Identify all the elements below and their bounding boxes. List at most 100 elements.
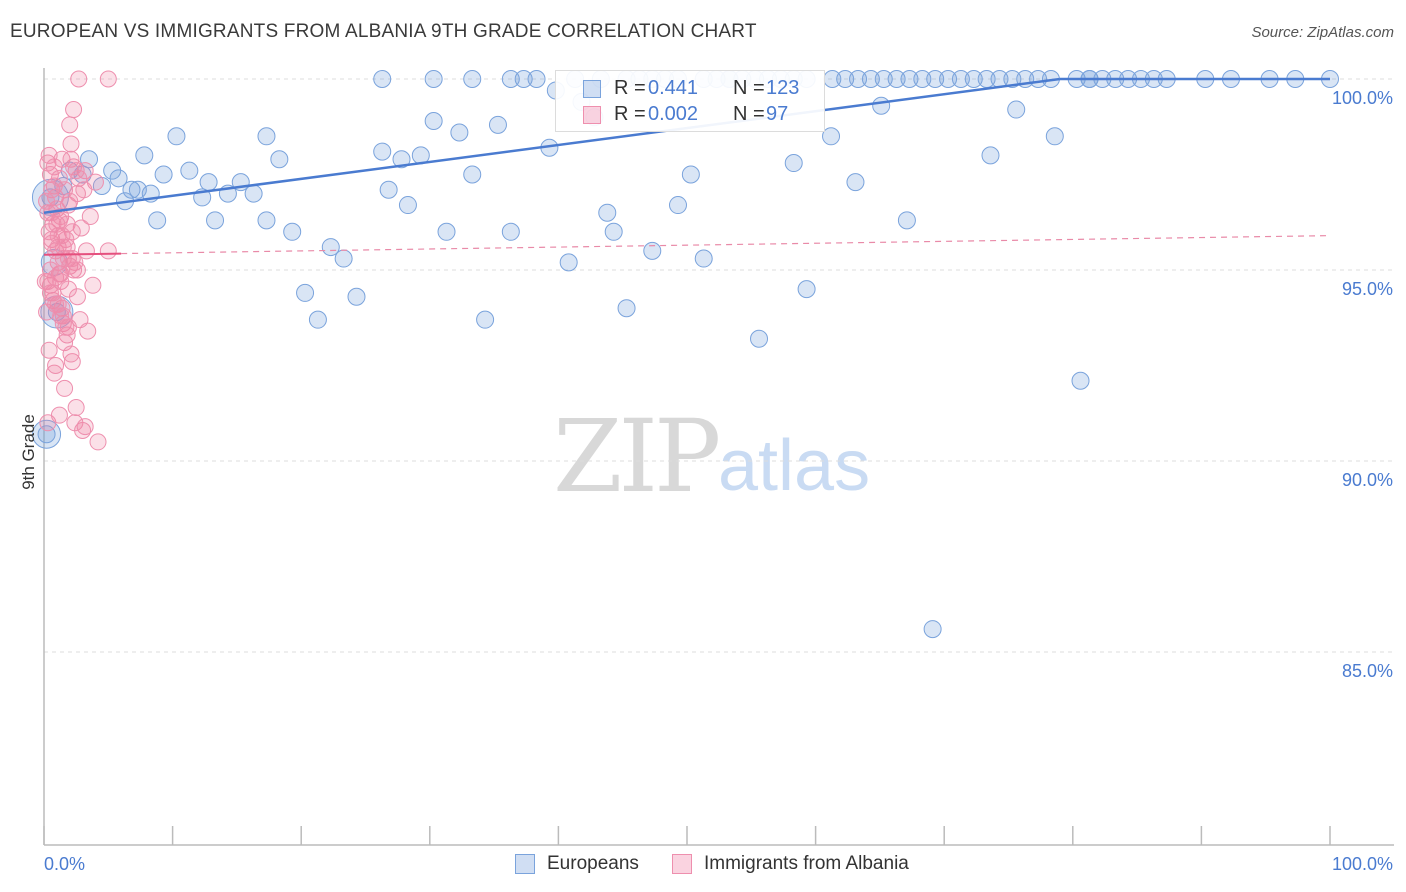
albania-point	[61, 116, 79, 134]
europeans-point	[887, 70, 906, 88]
albania-trend-line-dashed	[121, 235, 1331, 255]
europeans-point	[373, 70, 392, 88]
albania-point	[65, 101, 83, 119]
albania-point	[66, 414, 84, 432]
europeans-point	[373, 142, 392, 161]
legend-n-value: 97	[766, 103, 789, 125]
europeans-point	[488, 115, 507, 134]
europeans-point	[822, 127, 841, 146]
trend-lines	[43, 77, 1331, 256]
europeans-point	[527, 70, 546, 88]
y-tick-label: 85.0%	[1342, 661, 1393, 681]
europeans-point	[617, 299, 636, 318]
legend-n-value: 123	[766, 77, 800, 99]
axis-labels: 100.0% 95.0% 90.0% 85.0% 0.0% 100.0% 9th Grade	[19, 88, 1393, 874]
europeans-point	[926, 70, 945, 88]
europeans-point	[846, 173, 865, 192]
source-label: Source: ZipAtlas.com	[1251, 24, 1394, 41]
europeans-point	[167, 127, 186, 146]
legend-r-label: R =	[614, 77, 646, 99]
albania-point	[59, 280, 77, 298]
albania-point	[75, 181, 93, 199]
europeans-points	[31, 70, 1339, 639]
gridlines	[44, 78, 1394, 653]
albania-point	[81, 208, 99, 226]
europeans-point	[797, 280, 816, 299]
y-axis-title: 9th Grade	[19, 414, 38, 490]
europeans-point	[1007, 100, 1026, 119]
legend-row-albania: R = 0.002 N = 97	[556, 102, 824, 128]
albania-point	[70, 70, 88, 88]
y-tick-label: 90.0%	[1342, 470, 1393, 490]
europeans-point	[296, 283, 315, 302]
watermark-zip: ZIP	[553, 398, 721, 515]
albania-point	[67, 399, 85, 417]
europeans-point	[501, 70, 520, 88]
albania-point	[84, 276, 102, 294]
europeans-point	[424, 112, 443, 131]
albania-trend-line	[43, 252, 122, 256]
europeans-point	[643, 241, 662, 260]
europeans-point	[321, 238, 340, 257]
europeans-point	[463, 165, 482, 184]
legend-r-value: 0.441	[648, 77, 699, 99]
europeans-point	[923, 620, 942, 639]
legend-swatch-blue	[583, 80, 601, 98]
europeans-point	[257, 211, 276, 230]
europeans-point	[392, 150, 411, 169]
europeans-point	[109, 169, 128, 188]
albania-point	[79, 322, 97, 340]
europeans-point	[913, 70, 932, 88]
albania-point	[62, 345, 80, 363]
europeans-point	[334, 249, 353, 268]
albania-point	[72, 219, 90, 237]
x-tick-label: 0.0%	[44, 854, 85, 874]
bottom-legend-label: Immigrants from Albania	[704, 853, 909, 874]
europeans-point	[283, 222, 302, 241]
albania-point	[57, 318, 75, 336]
europeans-point	[437, 222, 456, 241]
europeans-point	[900, 70, 919, 88]
europeans-point	[122, 180, 141, 199]
europeans-point	[476, 310, 495, 329]
albania-point	[68, 261, 86, 279]
stats-legend: R = 0.441 N = 123 R = 0.002 N = 97	[555, 70, 825, 132]
europeans-point	[784, 154, 803, 173]
chart-title: EUROPEAN VS IMMIGRANTS FROM ALBANIA 9TH …	[10, 21, 757, 42]
europeans-point	[501, 222, 520, 241]
europeans-point	[694, 249, 713, 268]
albania-point	[40, 341, 58, 359]
legend-n-label: N =	[733, 77, 765, 99]
albania-point	[99, 70, 117, 88]
europeans-point	[424, 70, 443, 88]
europeans-point	[836, 70, 855, 88]
europeans-point	[559, 253, 578, 272]
europeans-point	[450, 123, 469, 142]
albania-point	[41, 166, 59, 183]
europeans-point	[668, 196, 687, 215]
europeans-point	[103, 161, 122, 180]
europeans-point	[270, 150, 289, 169]
europeans-point	[135, 146, 154, 165]
bottom-swatch-blue	[515, 854, 535, 874]
y-tick-label: 95.0%	[1342, 279, 1393, 299]
europeans-point	[604, 222, 623, 241]
europeans-point	[872, 96, 891, 115]
legend-swatch-pink	[583, 106, 601, 124]
europeans-point	[514, 70, 533, 88]
europeans-point	[897, 211, 916, 230]
europeans-point	[257, 127, 276, 146]
albania-point	[47, 357, 65, 374]
albania-point	[63, 223, 81, 241]
x-tick-label: 100.0%	[1332, 854, 1393, 874]
europeans-point	[1003, 70, 1022, 88]
legend-r-value: 0.002	[648, 103, 699, 125]
europeans-point	[463, 70, 482, 88]
europeans-point	[861, 70, 880, 88]
albania-point	[76, 418, 94, 436]
europeans-point	[180, 161, 199, 180]
europeans-point	[849, 70, 868, 88]
watermark-atlas: atlas	[718, 426, 871, 506]
bottom-legend-label: Europeans	[547, 853, 639, 874]
europeans-point	[32, 419, 62, 449]
